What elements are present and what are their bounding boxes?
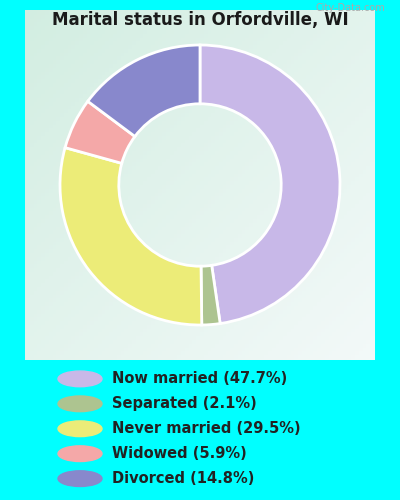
Text: City-Data.com: City-Data.com	[315, 3, 385, 13]
Circle shape	[58, 396, 102, 411]
Circle shape	[58, 471, 102, 486]
Text: Marital status in Orfordville, WI: Marital status in Orfordville, WI	[52, 11, 348, 29]
Text: Now married (47.7%): Now married (47.7%)	[112, 372, 287, 386]
Wedge shape	[88, 45, 200, 136]
Circle shape	[58, 371, 102, 386]
Text: Widowed (5.9%): Widowed (5.9%)	[112, 446, 247, 461]
Text: Never married (29.5%): Never married (29.5%)	[112, 421, 301, 436]
Wedge shape	[201, 266, 220, 325]
Text: Divorced (14.8%): Divorced (14.8%)	[112, 471, 254, 486]
Circle shape	[58, 421, 102, 436]
Wedge shape	[200, 45, 340, 324]
Text: Separated (2.1%): Separated (2.1%)	[112, 396, 257, 411]
Wedge shape	[65, 102, 135, 164]
Circle shape	[58, 446, 102, 462]
Wedge shape	[60, 148, 202, 325]
